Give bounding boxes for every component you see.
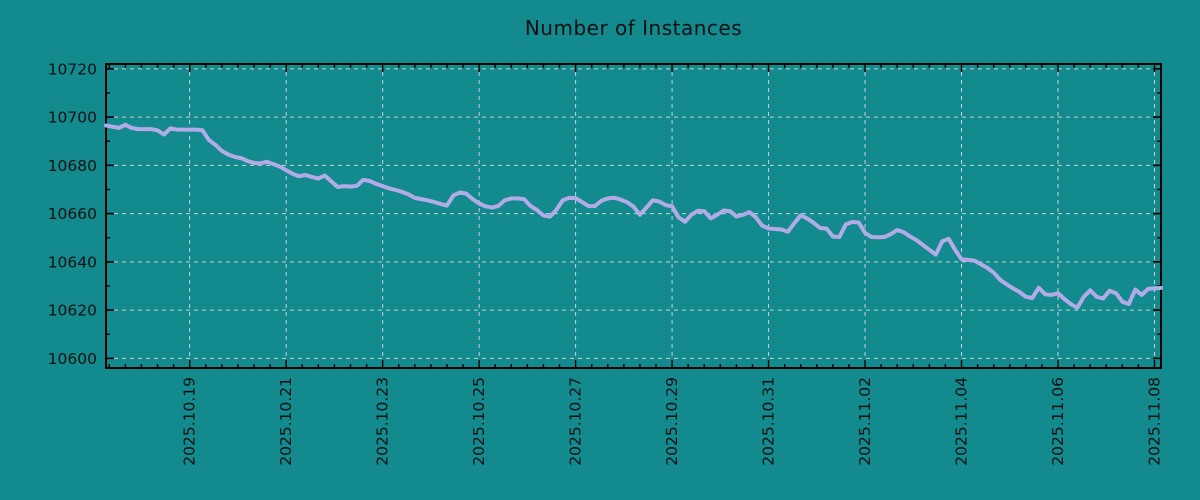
- x-tick-label: 2025.10.23: [374, 377, 392, 466]
- y-tick-label: 10720: [48, 60, 97, 78]
- chart-title: Number of Instances: [524, 16, 743, 40]
- series-line: [104, 122, 1163, 310]
- x-tick-label: 2025.10.27: [567, 377, 585, 466]
- plot-border: [105, 63, 1162, 369]
- x-tick-label: 2025.10.29: [663, 377, 681, 466]
- x-tick-label: 2025.11.08: [1145, 377, 1163, 466]
- y-tick-label: 10600: [48, 350, 97, 368]
- x-tick-label: 2025.11.04: [953, 377, 971, 466]
- x-tick-label: 2025.10.25: [470, 377, 488, 466]
- x-tick-label: 2025.10.31: [760, 377, 778, 466]
- y-tick-label: 10700: [48, 109, 97, 127]
- y-tick-label: 10680: [48, 157, 97, 175]
- x-tick-label: 2025.11.02: [856, 377, 874, 466]
- y-tick-label: 10620: [48, 302, 97, 320]
- y-tick-label: 10640: [48, 253, 97, 271]
- x-tick-label: 2025.11.06: [1049, 377, 1067, 466]
- y-tick-label: 10660: [48, 205, 97, 223]
- x-tick-label: 2025.10.19: [181, 377, 199, 466]
- x-tick-label: 2025.10.21: [277, 377, 295, 466]
